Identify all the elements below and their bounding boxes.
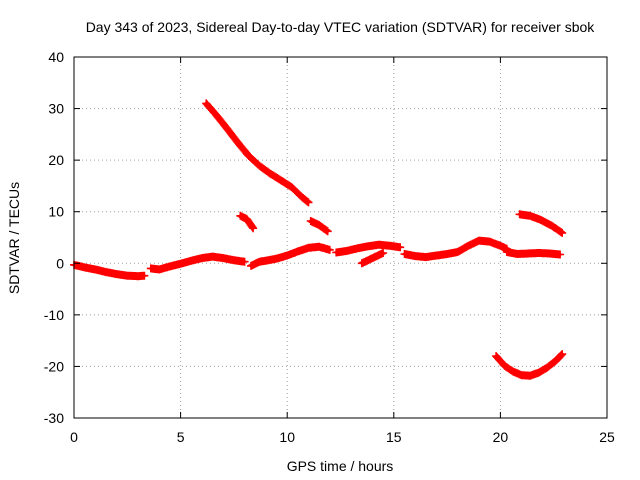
series-main-band-c — [247, 242, 334, 270]
series-markers — [247, 242, 334, 270]
chart-title: Day 343 of 2023, Sidereal Day-to-day VTE… — [86, 19, 596, 35]
series-main-band-f — [400, 236, 511, 262]
y-tick-label: 10 — [48, 204, 64, 220]
series-markers — [202, 99, 313, 207]
x-tick-label: 0 — [70, 429, 78, 445]
grid-lines — [74, 57, 607, 418]
series-markers — [146, 252, 249, 274]
series-markers — [502, 247, 565, 259]
y-tick-label: 40 — [48, 49, 64, 65]
series-main-band-a — [70, 260, 149, 281]
series-late-lower-arc — [492, 350, 567, 380]
series-markers — [400, 236, 511, 262]
axis-ticks: 0 5 10 15 20 25 -30 -20 -10 0 10 20 30 40 — [44, 49, 615, 445]
y-tick-label: -20 — [44, 358, 64, 374]
y-tick-label: 0 — [56, 255, 64, 271]
x-tick-label: 25 — [599, 429, 615, 445]
x-tick-label: 15 — [386, 429, 402, 445]
y-axis-label: SDTVAR / TECUs — [6, 182, 22, 294]
series-markers — [515, 210, 567, 237]
series-descending-arc — [202, 99, 313, 207]
data-points — [70, 99, 567, 380]
series-markers — [492, 350, 567, 380]
series-late-upper-arc — [515, 210, 567, 237]
series-main-band-g — [502, 247, 565, 259]
series-markers — [306, 217, 332, 236]
series-short-segment-2 — [306, 217, 332, 236]
series-short-segment-1 — [236, 211, 258, 233]
series-main-band-d — [332, 240, 405, 257]
series-markers — [70, 260, 149, 281]
x-tick-label: 20 — [493, 429, 509, 445]
series-markers — [357, 249, 388, 268]
y-tick-label: -10 — [44, 307, 64, 323]
series-markers — [236, 211, 258, 233]
x-tick-label: 10 — [279, 429, 295, 445]
x-axis-label: GPS time / hours — [287, 458, 394, 474]
x-tick-label: 5 — [177, 429, 185, 445]
y-tick-label: 30 — [48, 101, 64, 117]
series-main-band-e — [357, 249, 388, 268]
plot-frame — [73, 56, 608, 419]
y-tick-label: 20 — [48, 152, 64, 168]
series-markers — [332, 240, 405, 257]
y-tick-label: -30 — [44, 410, 64, 426]
series-main-band-b — [146, 252, 249, 274]
